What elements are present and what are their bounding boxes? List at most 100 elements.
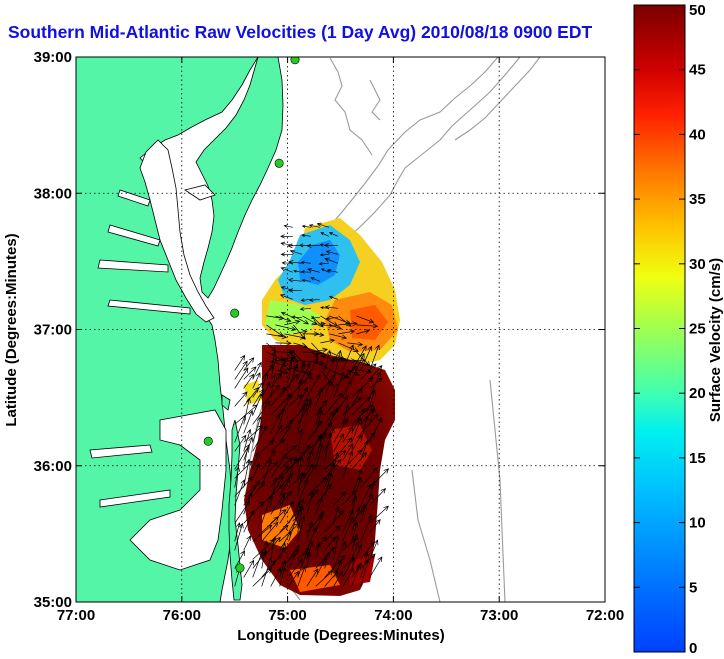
velocity-arrow — [261, 521, 279, 542]
velocity-arrow — [297, 478, 309, 506]
velocity-arrow — [234, 391, 248, 407]
velocity-arrow — [297, 471, 304, 497]
velocity-arrow — [333, 349, 342, 380]
velocity-arrow — [279, 457, 293, 470]
velocity-arrow — [252, 524, 273, 542]
velocity-arrow — [270, 464, 290, 488]
velocity-arrow — [342, 450, 354, 479]
velocity-arrow — [297, 515, 306, 542]
velocity-arrow — [308, 223, 320, 228]
velocity-arrow — [351, 417, 362, 443]
velocity-arrow — [307, 267, 320, 273]
velocity-arrow — [302, 331, 320, 337]
velocity-arrow — [328, 232, 339, 237]
velocity-arrow — [283, 224, 293, 228]
colorbar-tick-label: 0 — [689, 640, 697, 657]
velocity-arrow — [306, 373, 321, 398]
velocity-arrow — [338, 321, 358, 327]
velocity-arrow — [351, 476, 362, 506]
velocity-arrow — [326, 268, 338, 273]
velocity-arrow — [270, 356, 278, 380]
velocity-arrow — [324, 305, 338, 310]
velocity-arrow — [293, 369, 313, 376]
velocity-arrow — [306, 568, 319, 587]
colorbar-tick-label: 50 — [689, 2, 706, 19]
velocity-arrow — [270, 546, 286, 569]
velocity-arrow — [369, 518, 381, 533]
velocity-arrow — [261, 372, 268, 389]
velocity-arrow — [306, 491, 315, 515]
velocity-arrow — [252, 425, 268, 452]
velocity-arrow — [306, 449, 314, 470]
velocity-arrow — [360, 493, 374, 515]
station-marker — [274, 158, 284, 168]
velocity-arrow — [280, 267, 294, 273]
velocity-arrow — [356, 360, 370, 366]
velocity-arrow — [288, 356, 295, 380]
velocity-arrow — [351, 521, 359, 542]
velocity-arrow — [261, 540, 269, 569]
velocity-arrow — [311, 332, 325, 337]
velocity-arrow — [306, 477, 327, 497]
velocity-arrow — [306, 526, 317, 551]
velocity-arrow — [252, 400, 271, 425]
velocity-arrow — [234, 476, 254, 497]
y-tick-label: 36:00 — [34, 458, 72, 475]
velocity-arrow — [324, 410, 335, 425]
colorbar-tick-label: 25 — [689, 321, 706, 338]
velocity-arrow — [342, 515, 354, 542]
velocity-arrow — [356, 315, 375, 324]
velocity-arrow — [297, 401, 312, 425]
velocity-arrow — [261, 461, 279, 479]
velocity-arrow — [266, 342, 277, 352]
velocity-arrow — [288, 394, 303, 407]
velocity-arrow — [297, 550, 308, 578]
velocity-arrow — [270, 477, 278, 506]
velocity-arrow — [306, 514, 324, 533]
velocity-arrow — [360, 345, 373, 371]
velocity-arrow — [315, 542, 321, 560]
velocity-arrow — [266, 351, 286, 361]
velocity-arrow — [299, 307, 311, 311]
velocity-arrow — [261, 381, 271, 398]
velocity-arrow — [261, 384, 281, 407]
velocity-arrow — [293, 329, 308, 335]
velocity-arrow — [333, 395, 349, 416]
velocity-arrow — [252, 416, 262, 443]
velocity-arrow — [360, 439, 369, 461]
velocity-arrow — [270, 373, 277, 398]
velocity-arrow — [270, 438, 286, 452]
velocity-arrow — [325, 316, 338, 321]
velocity-arrow — [302, 369, 314, 380]
velocity-arrow — [325, 250, 338, 255]
velocity-arrow — [324, 525, 341, 542]
velocity-arrow — [356, 323, 379, 329]
velocity-arrow — [328, 295, 339, 300]
velocity-arrow — [333, 418, 348, 443]
velocity-arrow — [284, 333, 306, 340]
velocity-arrow — [320, 268, 330, 273]
velocity-arrow — [243, 357, 255, 371]
velocity-arrow — [261, 449, 276, 470]
velocity-arrow — [329, 333, 348, 340]
velocity-arrow — [319, 253, 329, 257]
velocity-arrow — [351, 506, 361, 533]
velocity-arrow — [338, 342, 360, 352]
velocity-arrow — [306, 243, 320, 249]
velocity-arrow — [347, 341, 364, 347]
velocity-arrow — [293, 269, 302, 273]
velocity-arrow — [315, 510, 325, 533]
y-tick-label: 35:00 — [34, 594, 72, 611]
velocity-arrow — [342, 443, 353, 461]
velocity-arrow — [280, 234, 293, 239]
velocity-arrow — [369, 468, 390, 488]
velocity-arrow — [324, 449, 347, 470]
velocity-arrow — [320, 315, 339, 327]
velocity-arrow — [261, 516, 279, 533]
velocity-arrow — [333, 433, 344, 452]
velocity-arrow — [306, 357, 319, 380]
velocity-arrow — [279, 357, 286, 380]
velocity-arrow — [360, 541, 376, 560]
velocity-arrow — [297, 386, 308, 407]
station-marker — [230, 308, 240, 318]
